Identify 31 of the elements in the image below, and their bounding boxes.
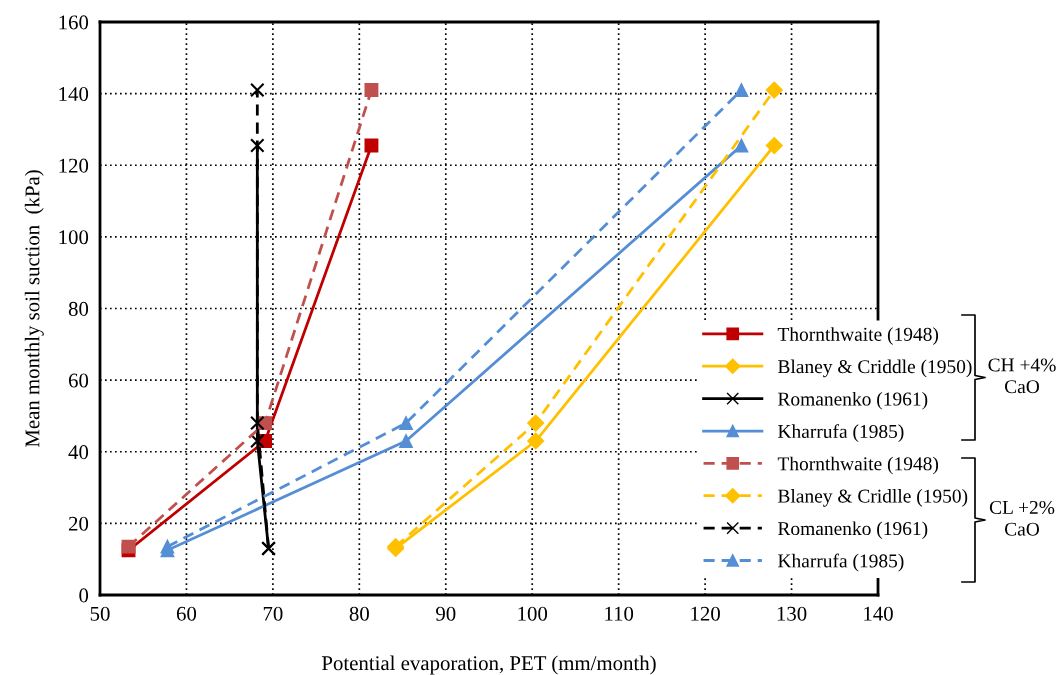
legend-label: Blaney & Cridlle (1950) <box>778 489 968 507</box>
legend-label: Thornthwaite (1948) <box>777 327 939 345</box>
y-tick-label: 100 <box>59 230 89 245</box>
legend-label: Blaney & Criddle (1950) <box>778 359 972 378</box>
text: CL +2% CaO <box>989 500 1055 536</box>
x-axis-title: Potential evaporation, PET (mm/month) <box>321 655 656 675</box>
x-tick-label: 110 <box>605 606 634 621</box>
x-tick-label: 50 <box>90 606 110 621</box>
x-tick-label: 80 <box>349 606 369 621</box>
x-tick-label: 90 <box>436 606 456 621</box>
y-tick-label: 160 <box>59 15 89 30</box>
y-tick-label: 80 <box>68 301 89 316</box>
x-tick-label: 130 <box>777 606 807 621</box>
x-tick-label: 120 <box>691 606 720 621</box>
y-tick-label: 20 <box>68 516 89 531</box>
legend-label: Romanenko (1961) <box>778 521 928 540</box>
y-tick-label: 60 <box>68 373 89 388</box>
x-tick-label: 100 <box>518 606 548 621</box>
x-tick-label: 70 <box>263 606 283 621</box>
y-tick-label: 40 <box>68 445 89 460</box>
y-tick-label: 140 <box>59 87 89 102</box>
legend-label: Thornthwaite (1948) <box>777 456 939 475</box>
y-tick-label: 0 <box>79 588 89 603</box>
text: CH +4% CaO <box>988 358 1056 394</box>
legend-label: Romanenko (1961) <box>778 391 928 410</box>
y-tick-label: 120 <box>59 158 89 173</box>
y-axis-title: Mean monthly soil suction (kPa) <box>24 170 44 448</box>
x-tick-label: 140 <box>864 606 893 621</box>
legend-label: Kharrufa (1985) <box>778 553 904 572</box>
legend-label: Kharrufa (1985) <box>778 424 904 442</box>
x-tick-label: 60 <box>176 606 197 621</box>
